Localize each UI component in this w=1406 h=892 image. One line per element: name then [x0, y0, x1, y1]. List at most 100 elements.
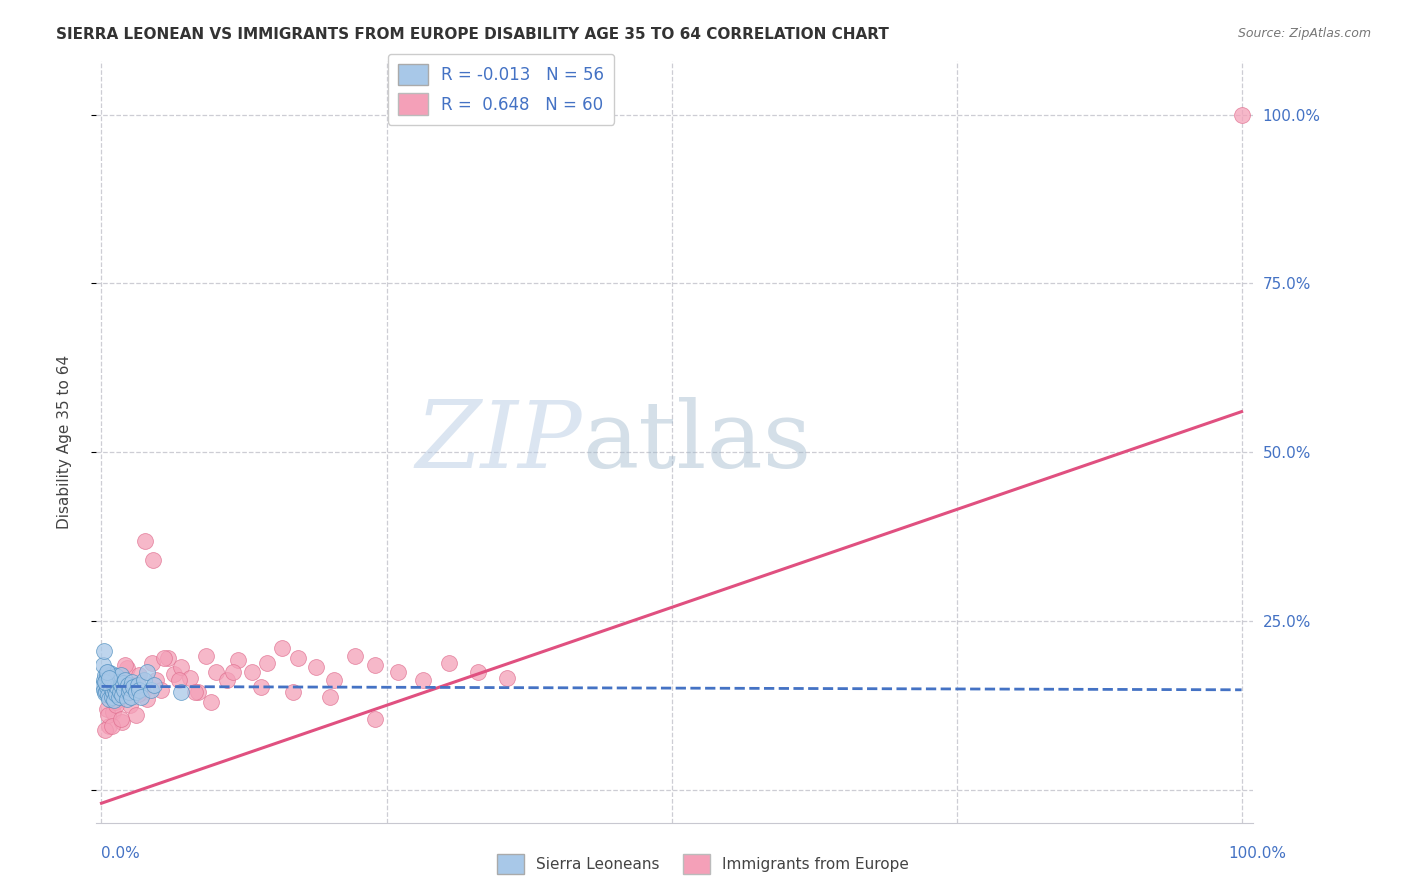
- Point: [142, 678, 165, 692]
- Point: [134, 534, 156, 549]
- Point: [318, 690, 340, 704]
- Point: [120, 690, 142, 704]
- Point: [170, 685, 193, 699]
- Point: [270, 640, 292, 655]
- Point: [117, 678, 139, 692]
- Point: [112, 688, 135, 702]
- Point: [93, 644, 115, 658]
- Point: [364, 657, 387, 672]
- Point: [142, 553, 165, 567]
- Point: [111, 688, 134, 702]
- Point: [221, 665, 243, 679]
- Point: [127, 678, 149, 692]
- Point: [226, 653, 249, 667]
- Text: 0.0%: 0.0%: [101, 847, 141, 861]
- Point: [103, 693, 125, 707]
- Point: [114, 657, 136, 672]
- Point: [163, 666, 186, 681]
- Point: [125, 685, 148, 699]
- Point: [122, 680, 145, 694]
- Point: [145, 673, 167, 688]
- Point: [1230, 107, 1253, 121]
- Point: [125, 708, 148, 723]
- Point: [112, 682, 135, 697]
- Point: [323, 673, 346, 688]
- Point: [93, 673, 115, 688]
- Point: [281, 685, 304, 699]
- Point: [139, 682, 162, 697]
- Point: [104, 682, 127, 697]
- Point: [96, 680, 118, 694]
- Point: [439, 656, 461, 670]
- Text: SIERRA LEONEAN VS IMMIGRANTS FROM EUROPE DISABILITY AGE 35 TO 64 CORRELATION CHA: SIERRA LEONEAN VS IMMIGRANTS FROM EUROPE…: [56, 27, 889, 42]
- Point: [131, 685, 153, 699]
- Point: [187, 685, 209, 699]
- Text: 100.0%: 100.0%: [1229, 847, 1286, 861]
- Point: [94, 685, 117, 699]
- Point: [97, 688, 120, 702]
- Point: [118, 681, 141, 696]
- Point: [136, 665, 159, 679]
- Point: [98, 671, 121, 685]
- Point: [364, 712, 387, 726]
- Point: [179, 671, 201, 685]
- Legend: Sierra Leoneans, Immigrants from Europe: Sierra Leoneans, Immigrants from Europe: [491, 848, 915, 880]
- Text: atlas: atlas: [582, 397, 811, 487]
- Point: [103, 673, 125, 687]
- Legend: R = -0.013   N = 56, R =  0.648   N = 60: R = -0.013 N = 56, R = 0.648 N = 60: [388, 54, 614, 125]
- Point: [105, 698, 128, 713]
- Point: [100, 690, 122, 704]
- Point: [107, 680, 129, 694]
- Point: [136, 691, 159, 706]
- Point: [97, 708, 120, 723]
- Point: [94, 676, 117, 690]
- Point: [204, 665, 226, 679]
- Point: [496, 671, 519, 685]
- Point: [141, 656, 163, 670]
- Point: [100, 666, 122, 681]
- Point: [167, 673, 190, 688]
- Point: [387, 665, 409, 679]
- Text: Source: ZipAtlas.com: Source: ZipAtlas.com: [1237, 27, 1371, 40]
- Point: [105, 687, 128, 701]
- Point: [101, 705, 124, 719]
- Point: [94, 723, 117, 738]
- Point: [128, 682, 150, 697]
- Point: [100, 718, 122, 732]
- Point: [100, 685, 122, 699]
- Point: [121, 674, 143, 689]
- Point: [108, 685, 131, 699]
- Point: [305, 660, 328, 674]
- Point: [287, 651, 309, 665]
- Point: [110, 678, 132, 692]
- Point: [215, 673, 238, 688]
- Point: [96, 669, 118, 683]
- Point: [110, 712, 132, 726]
- Point: [104, 695, 127, 709]
- Point: [118, 698, 141, 713]
- Point: [256, 656, 278, 670]
- Point: [412, 673, 434, 688]
- Point: [94, 686, 117, 700]
- Point: [98, 718, 121, 732]
- Point: [195, 648, 218, 663]
- Point: [98, 691, 121, 706]
- Point: [98, 674, 121, 689]
- Point: [91, 657, 114, 672]
- Point: [127, 687, 149, 701]
- Point: [96, 665, 118, 679]
- Point: [467, 665, 489, 679]
- Point: [101, 685, 124, 699]
- Point: [110, 668, 132, 682]
- Point: [170, 660, 193, 674]
- Point: [104, 678, 127, 692]
- Point: [184, 685, 207, 699]
- Point: [93, 682, 115, 697]
- Point: [115, 691, 138, 706]
- Point: [107, 690, 129, 704]
- Text: ZIP: ZIP: [415, 397, 582, 487]
- Point: [250, 680, 273, 694]
- Point: [100, 681, 122, 696]
- Point: [101, 676, 124, 690]
- Point: [94, 668, 117, 682]
